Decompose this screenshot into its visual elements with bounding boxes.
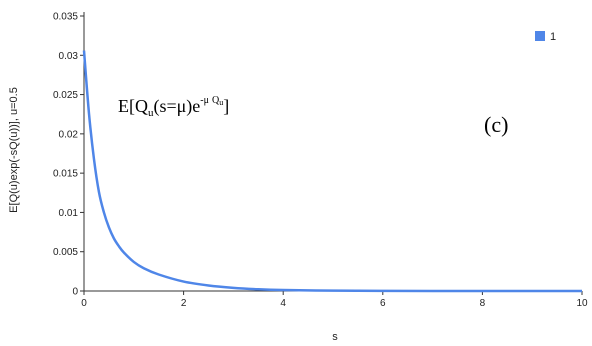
series-line [82,50,582,293]
x-tick-label: 10 [576,298,588,309]
y-tick-label: 0.015 [53,169,78,180]
x-tick-label: 4 [280,298,286,309]
panel-label: (c) [484,112,508,137]
x-tick-label: 2 [181,298,187,309]
formula-annotation: E[Qu(s=μ)e-μ Qu] [118,95,229,119]
y-tick-label: 0.025 [53,90,78,101]
x-tick-label: 8 [480,298,486,309]
legend-label: 1 [550,31,556,43]
x-axis-ticks: 0 2 4 6 8 10 [81,291,588,309]
y-tick-label: 0 [72,287,78,298]
y-axis-ticks: 0 0.005 0.01 0.015 0.02 0.025 0.03 0.035 [53,12,84,298]
y-tick-label: 0.005 [53,247,78,258]
legend-swatch [535,31,545,41]
x-tick-label: 0 [81,298,87,309]
y-tick-label: 0.03 [59,51,79,62]
y-tick-label: 0.01 [59,208,79,219]
y-tick-label: 0.035 [53,12,78,23]
y-axis-title: E[Q(u)exp(-sQ(u))], u=0.5 [8,87,20,213]
y-tick-label: 0.02 [59,129,79,140]
x-axis-title: s [332,331,338,343]
legend: 1 [535,31,556,43]
x-tick-label: 6 [380,298,386,309]
